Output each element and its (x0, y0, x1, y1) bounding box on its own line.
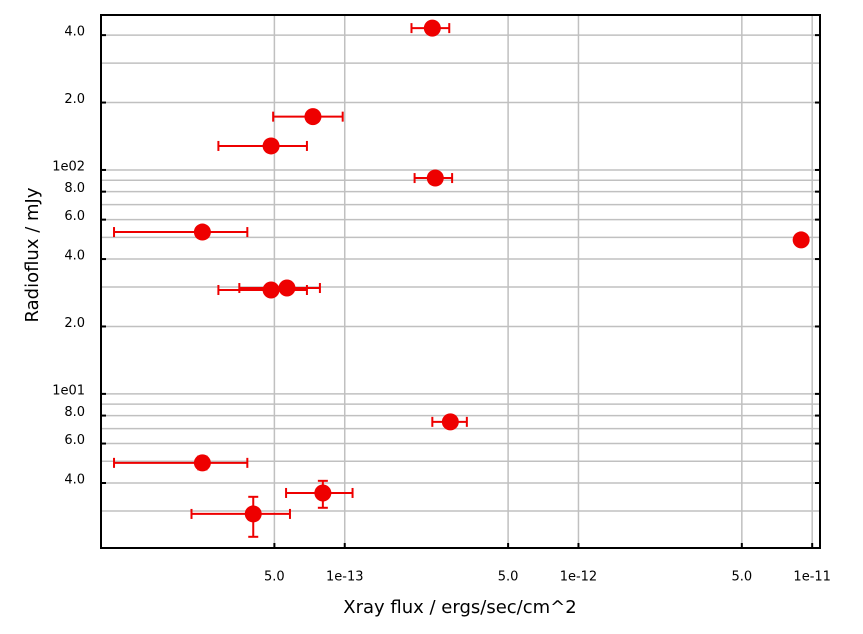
y-tick-label: 6.0 (64, 209, 85, 224)
x-axis-label: Xray flux / ergs/sec/cm^2 (343, 597, 576, 618)
x-tick-label: 1e-11 (793, 570, 831, 585)
y-tick-label: 6.0 (64, 433, 85, 448)
data-point (262, 137, 280, 155)
data-point (792, 231, 810, 249)
data-point (314, 484, 332, 502)
x-tick-label: 1e-13 (326, 570, 364, 585)
y-tick-label: 2.0 (64, 316, 85, 331)
y-tick-label: 1e01 (52, 383, 85, 398)
y-axis-label: Radioflux / mJy (22, 187, 43, 322)
y-tick-label: 8.0 (64, 405, 85, 420)
x-tick-label: 1e-12 (560, 570, 598, 585)
y-tick-label: 4.0 (64, 472, 85, 487)
data-point (426, 169, 444, 187)
x-tick-label: 5.0 (731, 570, 752, 585)
data-point (423, 19, 441, 37)
plot-frame (100, 14, 821, 549)
y-tick-label: 8.0 (64, 181, 85, 196)
x-tick-label: 5.0 (264, 570, 285, 585)
x-tick-label: 5.0 (498, 570, 519, 585)
data-point (304, 108, 322, 126)
data-point (193, 454, 211, 472)
data-point (262, 281, 280, 299)
data-point (244, 505, 262, 523)
y-tick-label: 4.0 (64, 249, 85, 264)
data-point (193, 223, 211, 241)
data-point (441, 413, 459, 431)
y-tick-label: 2.0 (64, 92, 85, 107)
data-point (278, 279, 296, 297)
y-tick-label: 1e02 (52, 159, 85, 174)
y-tick-label: 4.0 (64, 25, 85, 40)
